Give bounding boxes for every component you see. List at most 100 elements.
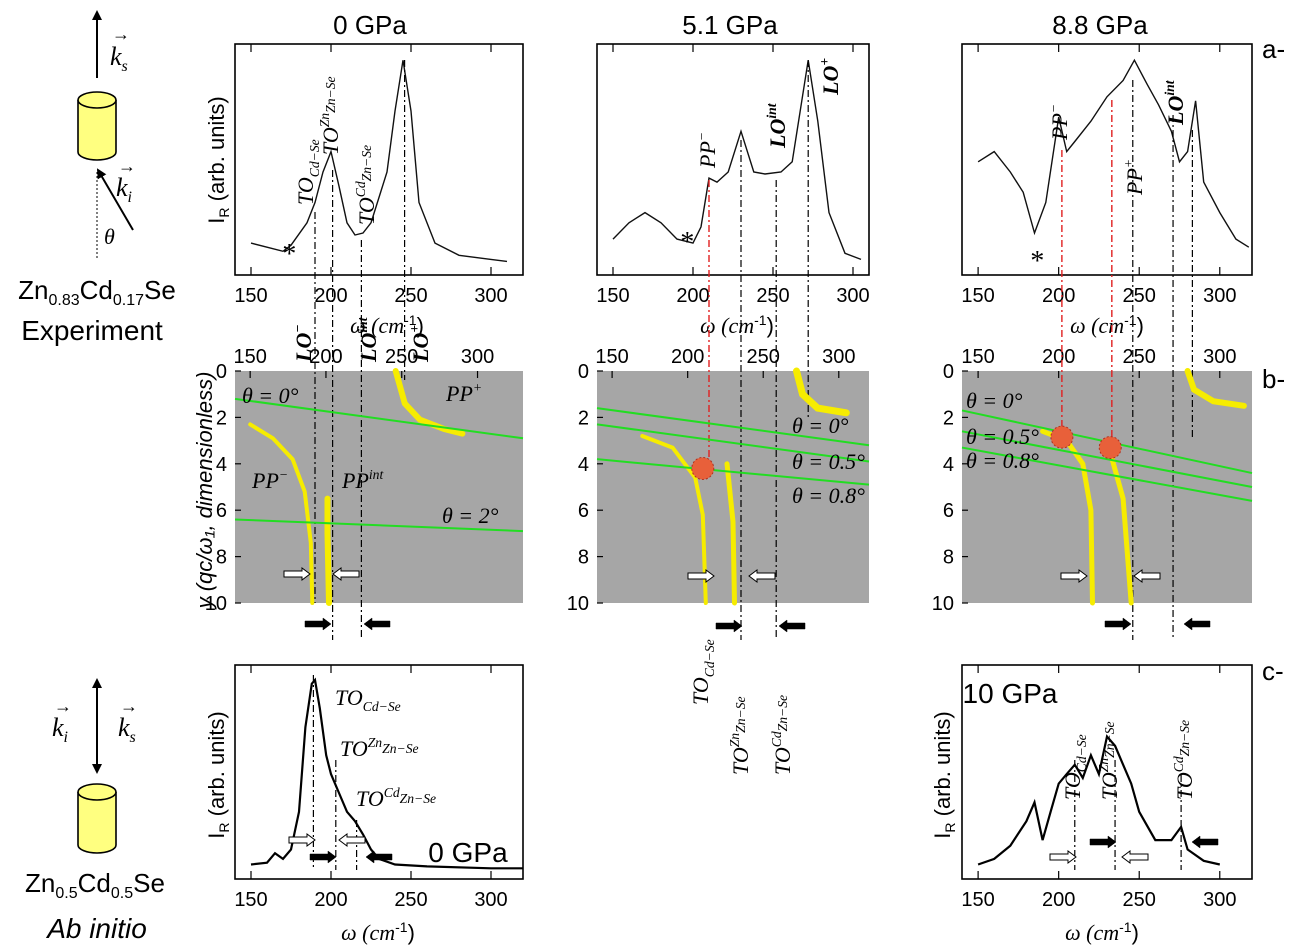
arrow-black-l-b2 [1183, 617, 1211, 631]
theta-label-1-2: θ = 0.8° [792, 483, 865, 508]
x-tick-label-0-3: 300 [474, 285, 507, 307]
map-x-tick-label-4-1: 200 [671, 346, 704, 368]
theta-label-2-0: θ = 0° [966, 388, 1023, 413]
arrow-black-r-b0 [304, 617, 332, 631]
map-x-tick-label-3-1: 200 [309, 346, 342, 368]
map-x-tick-label-3-3: 300 [461, 346, 494, 368]
map-y-tick-label-4-0: 0 [578, 361, 589, 383]
label-to-zn-c0: TOZnZn−Se [340, 735, 419, 761]
map-x-tick-label-4-3: 300 [822, 346, 855, 368]
map-y-tick-label-3-2: 4 [216, 454, 227, 476]
map-y-tick-label-5-2: 4 [943, 454, 954, 476]
x-tick-label-7-2: 250 [1123, 889, 1156, 911]
omega-label-c2: ω (cm-1) [1065, 919, 1139, 945]
label-pp-minus-a1: PP− [694, 132, 720, 169]
y-axis-label: y (qc/ω₁, dimensionless) [192, 372, 217, 611]
theta-line-5-1 [961, 430, 1253, 488]
sample-formula-top: Zn0.83Cd0.17Se [18, 275, 176, 309]
label-to-zncd-b1: TOCdZn−Se [769, 695, 795, 775]
theta-line-5-2 [961, 446, 1253, 502]
pressure-title-1: 5.1 GPa [682, 10, 778, 40]
map-bg-b2 [962, 371, 1252, 603]
x-tick-label-6-3: 300 [474, 889, 507, 911]
arrow-white-l-b1 [748, 569, 776, 583]
ki-label: ki [116, 173, 132, 206]
pressure-title-2: 8.8 GPa [1052, 10, 1148, 40]
x-tick-label-6-2: 250 [394, 889, 427, 911]
x-tick-label-2-3: 300 [1203, 285, 1236, 307]
spectrum-frame-a2 [961, 43, 1253, 276]
theta-label-0-0: θ = 0° [242, 383, 299, 408]
abinitio-frame-c2 [961, 664, 1253, 880]
arrow-white-l-b0 [332, 567, 360, 581]
map-x-tick-label-5-3: 300 [1203, 346, 1236, 368]
pp-minus-branch-0 [248, 422, 315, 605]
intersection-marker-5-1 [1098, 436, 1122, 460]
map-y-tick-label-3-4: 8 [216, 547, 227, 569]
label-pp-plus-a2: PP+ [1121, 159, 1147, 196]
label-to-zncd-a0: TOCdZn−Se [353, 145, 379, 225]
label-to-zncd-c2: TOCdZn−Se [1171, 720, 1197, 800]
spectrum-line-2 [977, 58, 1250, 248]
theta-label: θ [104, 224, 115, 249]
pp-plus-branch-1 [793, 367, 850, 417]
omega-label-a0: ω (cm-1) [350, 312, 424, 338]
omega-label-c0: ω (cm-1) [341, 919, 415, 945]
theta-label-2-1: θ = 0.5° [966, 424, 1039, 449]
x-tick-label-7-3: 300 [1203, 889, 1236, 911]
map-y-tick-label-4-2: 4 [578, 454, 589, 476]
map-x-tick-label-4-0: 150 [595, 346, 628, 368]
arrow-black-r-c0 [309, 850, 337, 864]
map-y-tick-label-3-0: 0 [216, 361, 227, 383]
theta-label-1-0: θ = 0° [792, 413, 849, 438]
x-tick-label-2-2: 250 [1123, 285, 1156, 307]
star-a2: * [1029, 246, 1043, 277]
arrow-black-r-b2 [1104, 617, 1132, 631]
x-tick-label-0-0: 150 [234, 285, 267, 307]
map-y-tick-label-4-4: 8 [578, 547, 589, 569]
star-a0: * [281, 239, 295, 270]
label-pp-plus-b0: PP+ [445, 380, 482, 406]
map-x-tick-label-5-0: 150 [961, 346, 994, 368]
raman-ylabel-top: IR (arb. units) [204, 96, 232, 224]
map-y-tick-label-5-0: 0 [943, 361, 954, 383]
label-lo-plus-a1: LO+ [817, 58, 843, 96]
map-y-tick-label-4-1: 2 [578, 407, 589, 429]
theta-line-4-2 [596, 458, 870, 486]
map-y-tick-label-4-5: 10 [567, 593, 589, 615]
x-tick-label-6-1: 200 [314, 889, 347, 911]
raman-ylabel-c2: IR (arb. units) [930, 711, 958, 839]
x-tick-label-6-0: 150 [234, 889, 267, 911]
label-pp-int-b0: PPint [341, 467, 384, 493]
svg-text:→: → [118, 156, 136, 176]
spectrum-frame-a0 [234, 43, 524, 276]
label-lo-int-a2: LOint [1162, 79, 1188, 126]
arrow-white-r-b0 [283, 567, 311, 581]
label-pp-minus-b0: PP− [251, 467, 288, 493]
arrow-white-l-c2 [1121, 850, 1149, 864]
label-lo-plus-b0: LO+ [407, 325, 433, 363]
map-y-tick-label-5-4: 8 [943, 547, 954, 569]
map-y-tick-label-5-3: 6 [943, 500, 954, 522]
row-tag-b: b- [1262, 364, 1285, 394]
theta-label-1-1: θ = 0.5° [792, 449, 865, 474]
row-tag-c: c- [1262, 656, 1284, 686]
theta-label-0-1: θ = 2° [442, 503, 499, 528]
pp-int-branch-1 [724, 461, 737, 606]
label-lo-int-b0: LOint [355, 316, 381, 363]
label-to-cd-c2: TOCd−Se [1060, 734, 1089, 800]
label-pp-minus-a2: PP− [1046, 104, 1072, 141]
pp-plus-branch-2 [1184, 368, 1247, 409]
spectrum-line-7 [977, 734, 1221, 866]
spectrum-line-6 [250, 677, 523, 870]
inset-label-c2: 10 GPa [963, 678, 1058, 709]
arrow-black-r-b1 [715, 619, 743, 633]
x-tick-label-7-0: 150 [961, 889, 994, 911]
intersection-marker-5-0 [1050, 425, 1074, 449]
x-tick-label-2-1: 200 [1042, 285, 1075, 307]
theta-label-2-2: θ = 0.8° [966, 448, 1039, 473]
ks-label-bottom: ks [118, 713, 136, 746]
arrow-white-r-c2 [1049, 850, 1077, 864]
omega-label-a1: ω (cm-1) [700, 312, 774, 338]
